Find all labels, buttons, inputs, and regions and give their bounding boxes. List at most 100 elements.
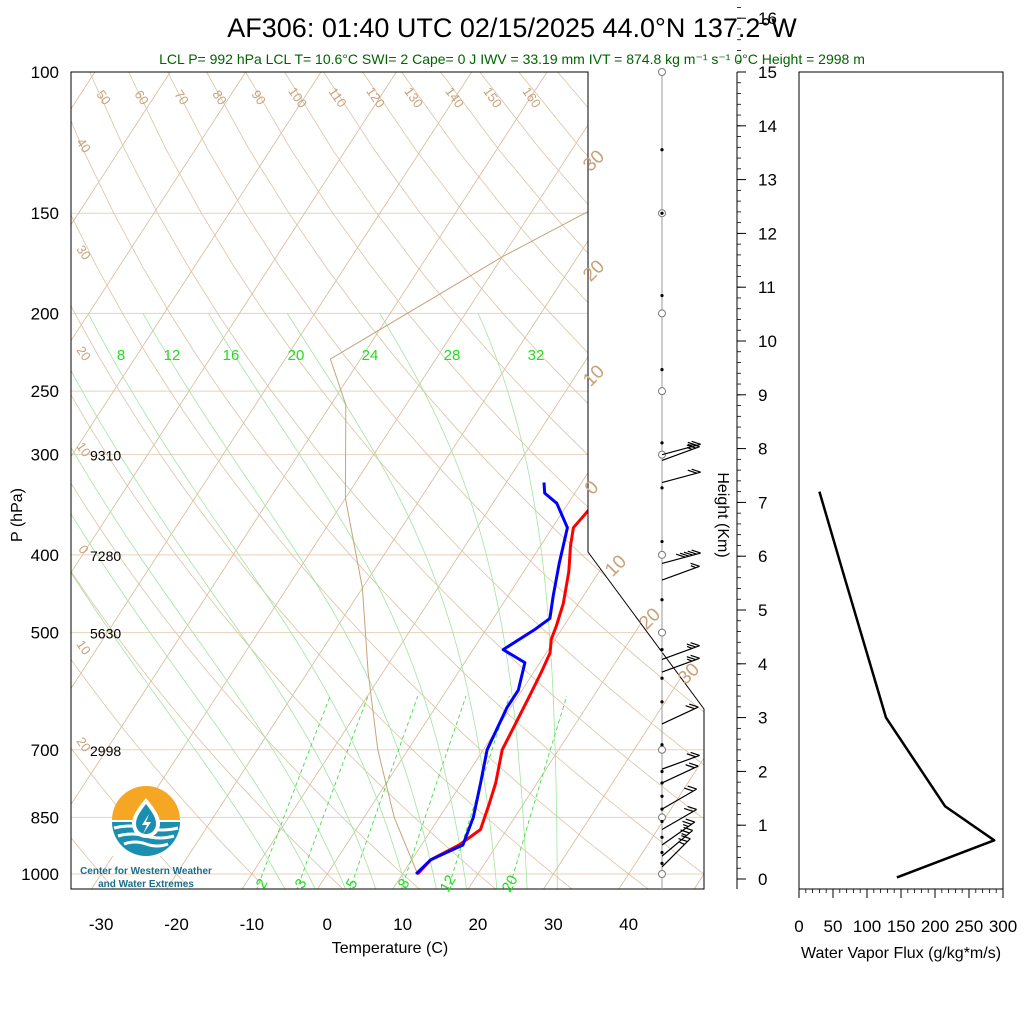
height-tick-label: 10 (758, 332, 777, 351)
temperature-tick-label: 30 (544, 915, 563, 934)
pressure-tick-label: 1000 (21, 865, 59, 884)
wind-barb-flag (687, 785, 697, 790)
isotherm-line (71, 72, 484, 889)
dry-adiabat-line (71, 72, 499, 889)
wind-barb-half-flag (682, 824, 689, 828)
temperature-tick-label: -10 (240, 915, 265, 934)
mixing-ratio-line (295, 695, 369, 889)
pressure-tick-label: 400 (31, 546, 59, 565)
wind-barb (661, 446, 700, 461)
wind-barb-flag (683, 807, 694, 813)
wind-barb-flag (685, 705, 695, 710)
dry-adiabat-side-label: 40 (73, 135, 94, 155)
wind-dot (660, 819, 664, 824)
mixing-ratio-line (508, 695, 568, 889)
flux-axis-label: Water Vapor Flux (g/kg*m/s) (801, 945, 1001, 962)
height-tick-label: 13 (758, 171, 777, 190)
moist-adiabat-label: 8 (117, 347, 125, 364)
flux-tick-label: 250 (955, 917, 983, 936)
isotherm-line (71, 72, 183, 889)
moist-adiabat-line (142, 313, 438, 889)
wind-barb-flag (690, 654, 700, 659)
wind-barb-flag (689, 762, 699, 767)
mixing-ratio-line (446, 695, 510, 889)
wind-barb (661, 765, 699, 784)
wind-dot (660, 769, 664, 774)
temperature-tick-label: 40 (619, 915, 638, 934)
wind-barb-flag (690, 751, 700, 757)
wind-barb-flag (691, 549, 701, 554)
wind-barb-flag (687, 469, 697, 474)
dry-adiabat-side-label: 10 (73, 637, 94, 657)
wind-barb (661, 821, 696, 846)
wind-dot (660, 850, 664, 855)
wind-barb-half-flag (687, 443, 694, 447)
dry-adiabat-line (71, 72, 575, 889)
temperature-axis-label: Temperature (C) (332, 940, 448, 957)
wind-barb-flag (679, 552, 690, 557)
skewt-profiles (415, 478, 607, 876)
wind-level-marker (658, 870, 666, 878)
flux-tick-label: 150 (887, 917, 915, 936)
wind-barb-flag (686, 643, 697, 648)
wind-barb-flag (687, 805, 697, 811)
moist-adiabat-label: 16 (223, 347, 240, 364)
wind-barb (661, 829, 694, 857)
temperature-tick-label: 0 (322, 915, 331, 934)
dry-adiabat-line (71, 72, 704, 889)
moist-adiabat-label: 12 (164, 347, 181, 364)
dry-adiabat-line (167, 72, 704, 889)
height-label: 7280 (90, 548, 121, 564)
height-tick-label: 6 (758, 547, 767, 566)
dry-adiabat-line (128, 72, 704, 889)
skewt-background-lines (71, 72, 704, 889)
wind-dot (660, 598, 664, 602)
isotherm-line (71, 72, 333, 889)
wind-barb-flag (683, 787, 694, 792)
wind-barb (661, 838, 691, 868)
height-tick-label: 7 (758, 493, 767, 512)
mixing-ratio-label: 12 (437, 872, 460, 895)
dry-adiabat-side-label: 30 (73, 242, 94, 262)
wind-barb-flag (691, 440, 701, 445)
flux-tick-label: 100 (853, 917, 881, 936)
height-tick-label: 9 (758, 386, 767, 405)
wind-dot (660, 794, 664, 798)
temperature-tick-label: -30 (89, 915, 114, 934)
pressure-tick-label: 850 (31, 808, 59, 827)
moist-adiabat-line (71, 313, 287, 889)
wind-dot (660, 647, 664, 652)
dry-adiabat-label: 90 (248, 87, 269, 107)
chart-title: AF306: 01:40 UTC 02/15/2025 44.0°N 137.2… (227, 13, 797, 43)
height-tick-label: 11 (758, 278, 776, 297)
flux-tick-label: 50 (824, 917, 843, 936)
wind-dot (660, 293, 664, 298)
isotherm-line (71, 72, 409, 889)
pressure-tick-label: 700 (31, 741, 59, 760)
logo-text-line2: and Water Extremes (98, 879, 194, 890)
temperature-tick-label: 10 (393, 915, 412, 934)
height-tick-label: 14 (758, 117, 777, 136)
dewpoint-line (415, 482, 569, 876)
wind-barb (661, 808, 697, 830)
flux-tick-label: 300 (989, 917, 1017, 936)
height-tick-label: 1 (758, 816, 767, 835)
flux-tick-label: 0 (794, 917, 803, 936)
logo-bolt-icon (142, 814, 151, 834)
wind-dot (660, 835, 664, 839)
moist-adiabat-label: 28 (444, 347, 461, 364)
wind-barb-half-flag (690, 565, 697, 569)
wind-barb (661, 443, 701, 456)
moist-adiabat-line (286, 313, 498, 889)
dry-adiabat-line (284, 72, 704, 889)
height-tick-label: 2 (758, 762, 767, 781)
moist-adiabat-label: 24 (362, 347, 379, 364)
moist-adiabat-line (87, 313, 407, 889)
wind-level-marker (658, 387, 666, 396)
wind-barb (661, 706, 699, 725)
chart-subtitle: LCL P= 992 hPa LCL T= 10.6°C SWI= 2 Cape… (159, 51, 865, 67)
moist-adiabat-line (208, 313, 468, 889)
wind-barb (661, 788, 697, 810)
